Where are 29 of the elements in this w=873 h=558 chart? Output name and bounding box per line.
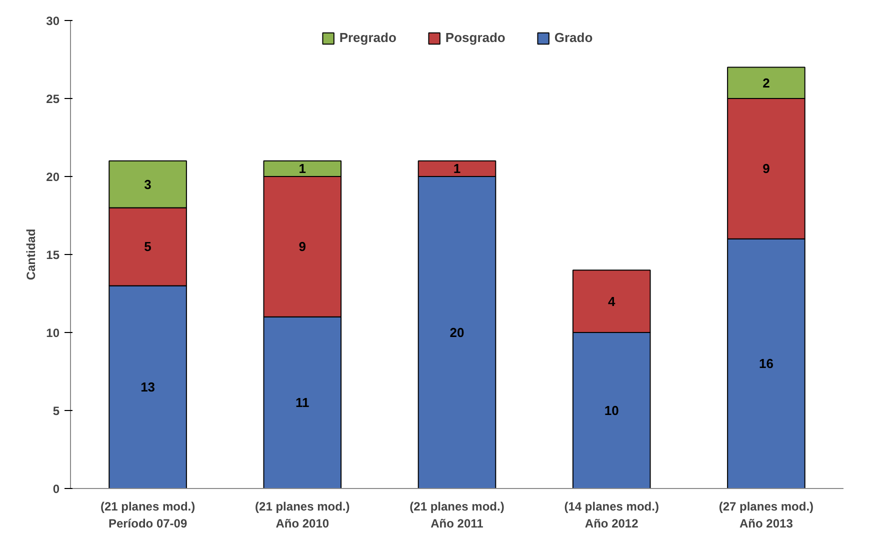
y-axis-title: Cantidad: [24, 228, 38, 280]
y-tick-label: 10: [46, 326, 60, 340]
data-label: 1: [298, 161, 306, 176]
data-label: 16: [758, 356, 774, 372]
data-label: 4: [608, 294, 616, 309]
data-label: 2: [762, 75, 770, 90]
x-tick-label: (21 planes mod.) Año 2010: [255, 500, 350, 530]
data-label: 13: [140, 380, 156, 395]
data-label: 5: [144, 239, 152, 254]
y-tick-label: 20: [46, 170, 60, 184]
data-label: 9: [762, 161, 770, 176]
data-label: 11: [296, 395, 310, 410]
y-tick-label: 15: [46, 248, 60, 262]
y-tick-label: 25: [46, 92, 60, 106]
y-tick-label: 5: [52, 404, 60, 418]
y-tick-label: 30: [46, 14, 60, 28]
legend-label: Posgrado: [445, 30, 506, 45]
y-tick-label: 0: [52, 482, 60, 496]
x-tick-label: (21 planes mod.) Año 2011: [410, 500, 504, 530]
legend-label: Pregrado: [339, 30, 396, 45]
data-label: 20: [450, 325, 464, 340]
data-label: 1: [453, 161, 461, 176]
legend-label: Grado: [554, 30, 593, 45]
data-label: 10: [604, 403, 619, 418]
data-label: 3: [144, 176, 152, 192]
x-tick-label: (27 planes mod.) Año 2013: [718, 500, 814, 530]
x-tick-label: (14 planes mod.) Año 2012: [564, 500, 659, 530]
data-label: 9: [298, 239, 306, 254]
x-tick-label: (21 planes mod.) Período 07-09: [100, 500, 196, 530]
